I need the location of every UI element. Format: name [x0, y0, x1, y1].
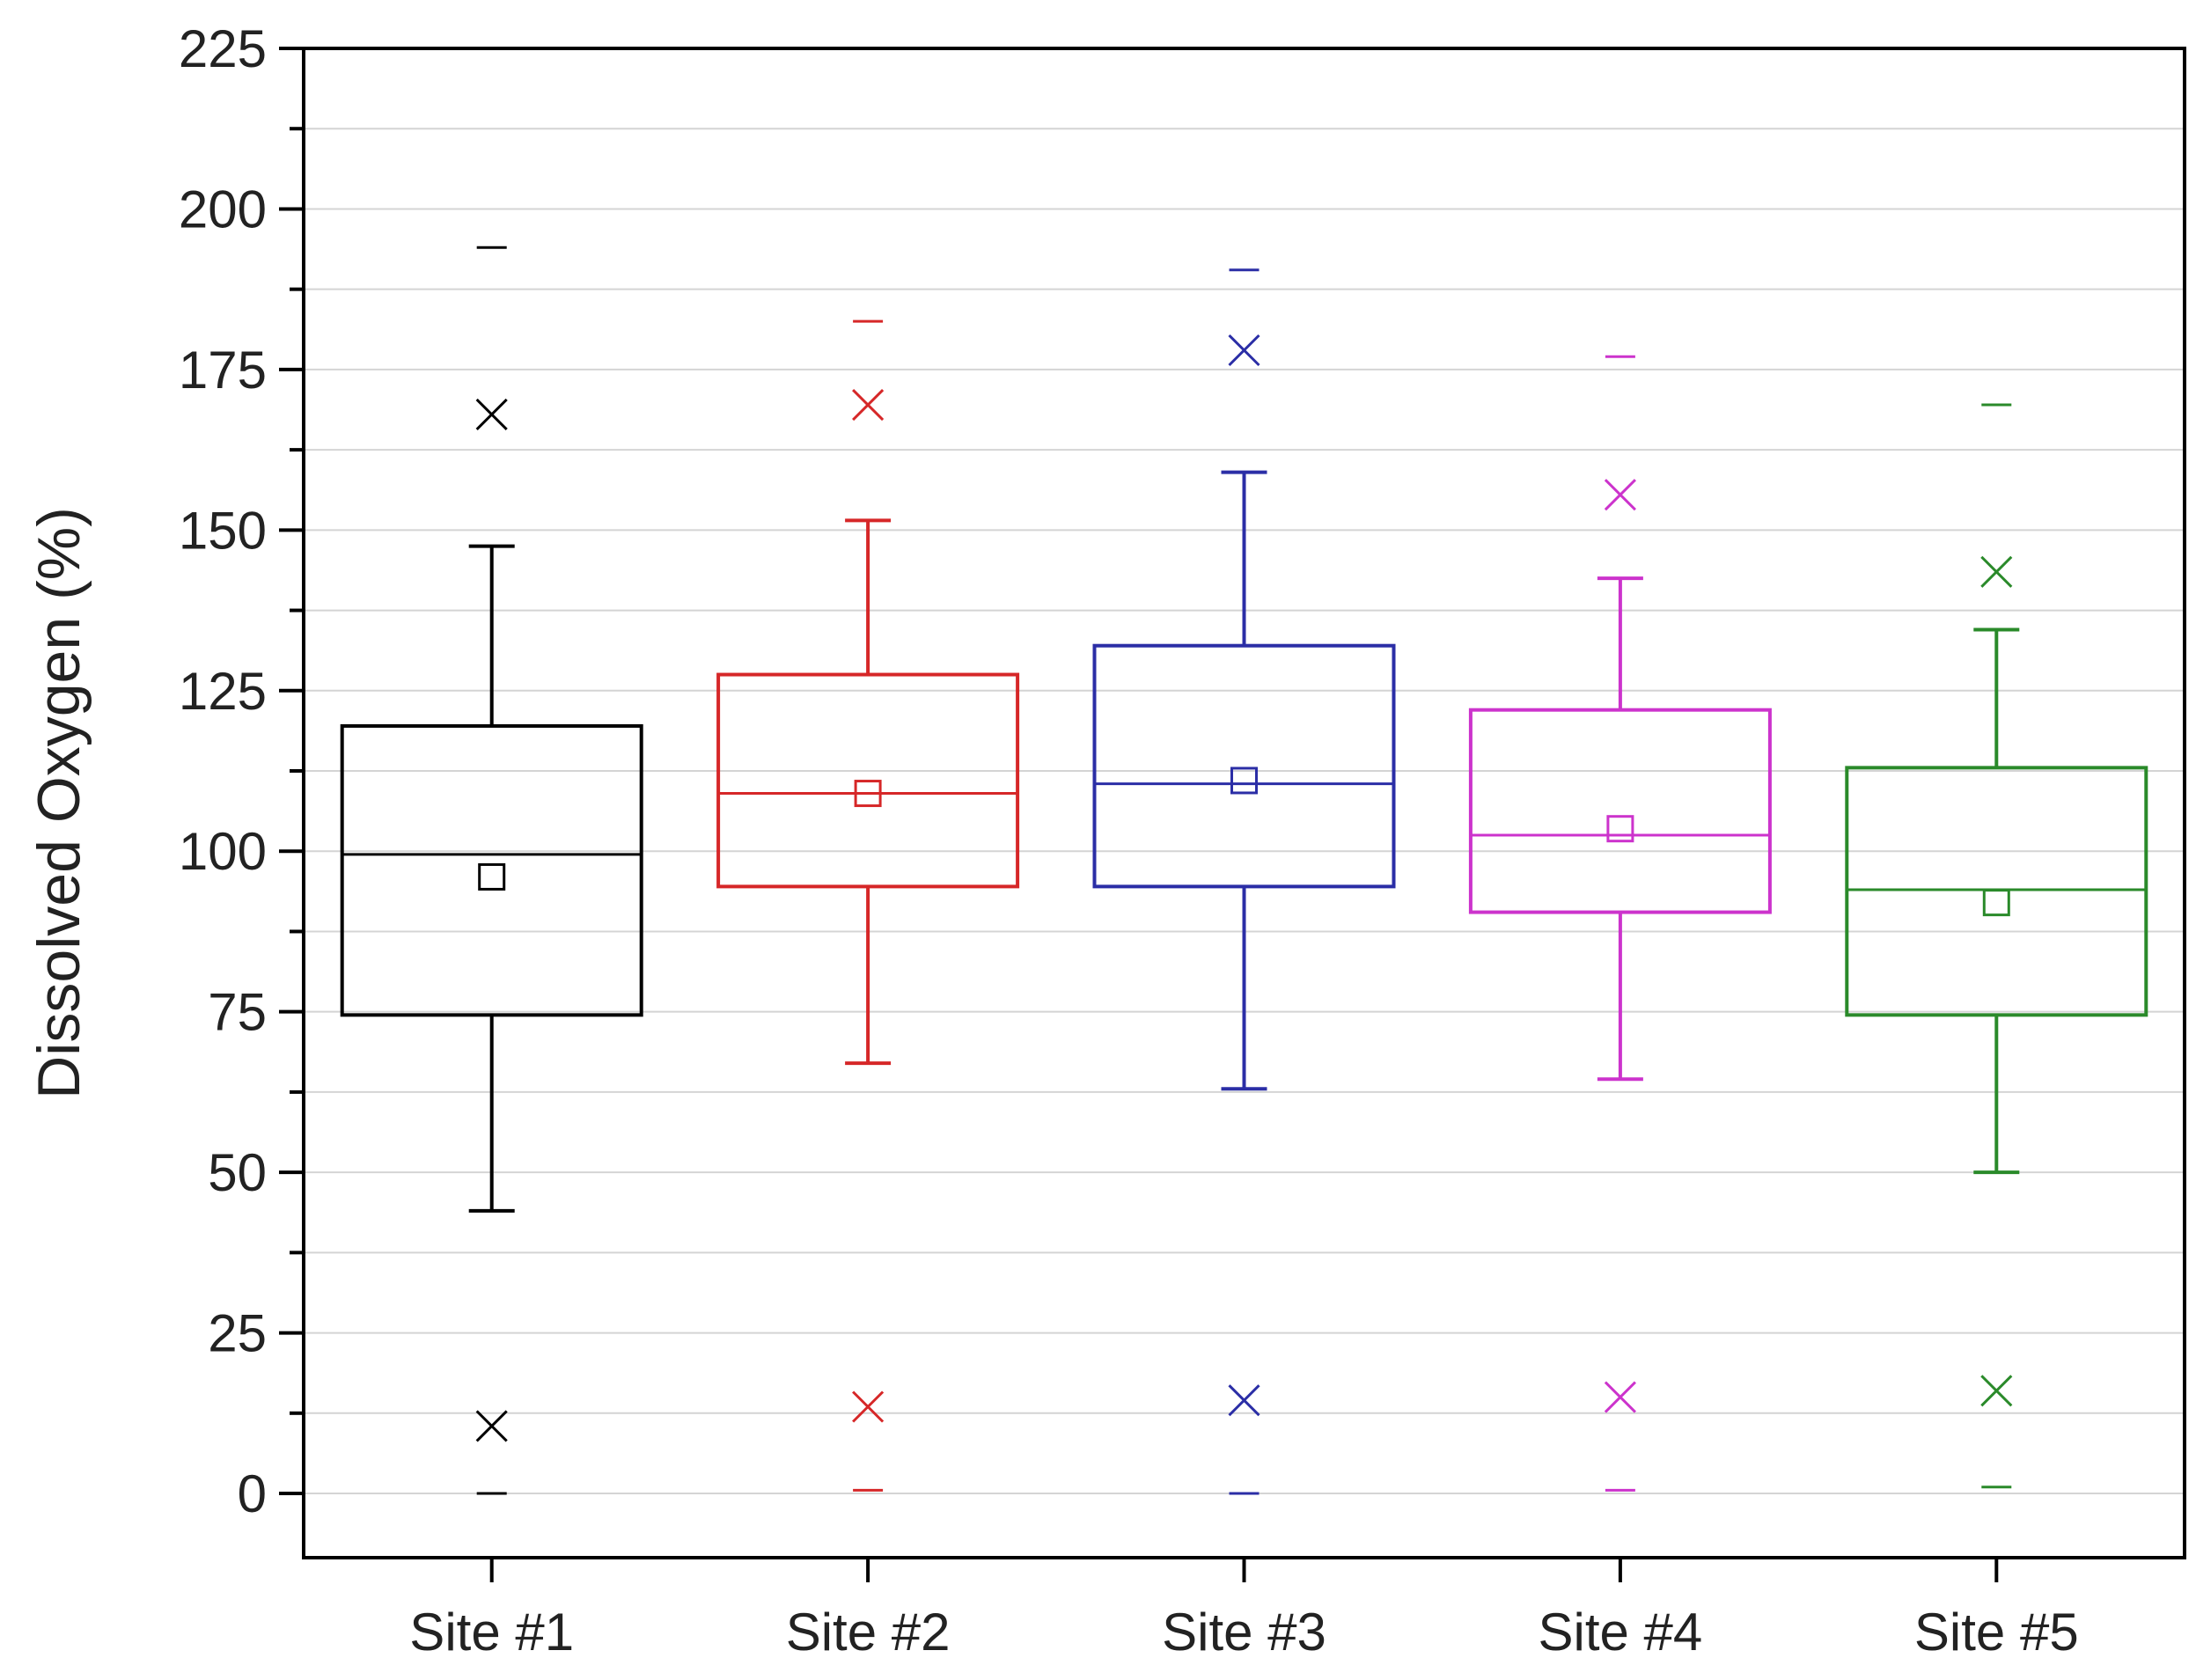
iqr-box: [716, 672, 1020, 889]
mean-marker: [1230, 767, 1258, 795]
y-tick-label: 100: [179, 822, 267, 881]
p1-marker: [1980, 1375, 2013, 1407]
y-tick-label: 225: [179, 19, 267, 78]
p99-marker: [1228, 334, 1260, 367]
iqr-box: [1092, 643, 1396, 889]
grid-lines: [304, 48, 2185, 1495]
x-tick-label: Site #1: [409, 1603, 574, 1662]
y-tick-label: 125: [179, 662, 267, 721]
box-group-2: [716, 319, 1020, 1492]
box-group-3: [1092, 268, 1396, 1495]
p1-marker-stroke-b: [1228, 1384, 1260, 1417]
p99-marker: [475, 398, 508, 431]
y-tick-label: 200: [179, 180, 267, 238]
p99-marker-stroke-b: [1228, 334, 1260, 367]
p1-marker: [475, 1410, 508, 1442]
mean-marker: [478, 862, 506, 891]
x-tick-label: Site #2: [786, 1603, 951, 1662]
p99-marker: [1980, 555, 2013, 588]
y-tick-label: 75: [208, 983, 267, 1042]
p99-marker: [1604, 479, 1636, 511]
mean-marker: [854, 780, 882, 808]
mean-marker: [1606, 815, 1634, 843]
box-plot-series: [340, 246, 2148, 1495]
box-group-4: [1468, 355, 1772, 1492]
box-group-5: [1845, 403, 2148, 1489]
box-group-1: [340, 246, 643, 1495]
iqr-box: [1468, 708, 1772, 914]
y-tick-label: 175: [179, 341, 267, 400]
mean-marker: [1982, 889, 2010, 917]
p99-marker: [852, 388, 885, 422]
x-tick-label: Site #3: [1162, 1603, 1326, 1662]
y-tick-label: 0: [238, 1464, 267, 1523]
p1-marker: [852, 1390, 885, 1423]
y-axis-title: Dissolved Oxygen (%): [26, 507, 92, 1099]
iqr-box: [1845, 766, 2148, 1017]
p1-marker-stroke-b: [475, 1410, 508, 1442]
p1-marker: [1604, 1381, 1636, 1413]
x-tick-label: Site #4: [1539, 1603, 1703, 1662]
y-tick-label: 25: [208, 1304, 267, 1363]
p99-marker-stroke-b: [1604, 479, 1636, 511]
p99-marker-stroke-b: [852, 388, 885, 422]
p1-marker: [1228, 1384, 1260, 1417]
plot-frame: [302, 47, 2186, 1559]
p1-marker-stroke-b: [1604, 1381, 1636, 1413]
p99-marker-stroke-b: [1980, 555, 2013, 588]
p1-marker-stroke-b: [1980, 1375, 2013, 1407]
axes: 0 25 50 75 100 125 150 175 200 225 Site #1 Site #2 S…: [179, 19, 2186, 1662]
y-tick-label: 50: [208, 1143, 267, 1202]
iqr-box: [340, 723, 643, 1017]
x-tick-label: Site #5: [1914, 1603, 2079, 1662]
p99-marker-stroke-b: [475, 398, 508, 431]
p1-marker-stroke-b: [852, 1390, 885, 1423]
y-tick-label: 150: [179, 501, 267, 560]
